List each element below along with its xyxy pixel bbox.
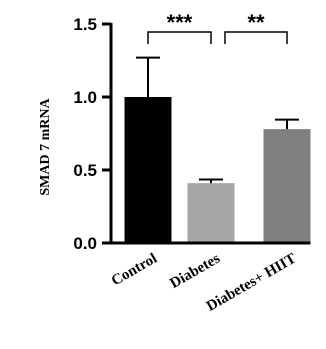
bar-control [124,97,172,243]
error-bars-group [136,56,299,184]
bars-group [124,97,311,245]
significance-annotations: *** ** [147,10,288,44]
y-tick-label: 1.5 [73,15,97,34]
y-axis-title: SMAD 7 mRNA [38,98,53,196]
significance-label: ** [247,10,265,35]
bar-diabetes [187,183,235,243]
significance-bracket [147,31,212,44]
y-tick-label: 0.0 [73,234,97,253]
x-category-label: Control [109,251,160,290]
y-tick-label: 1.0 [73,88,97,107]
significance-label: *** [167,10,193,35]
y-tick-label: 0.5 [73,161,97,180]
significance-bracket [224,31,288,44]
x-category-label: Diabetes [167,251,223,292]
bar-diabetes-hiit [263,129,311,243]
